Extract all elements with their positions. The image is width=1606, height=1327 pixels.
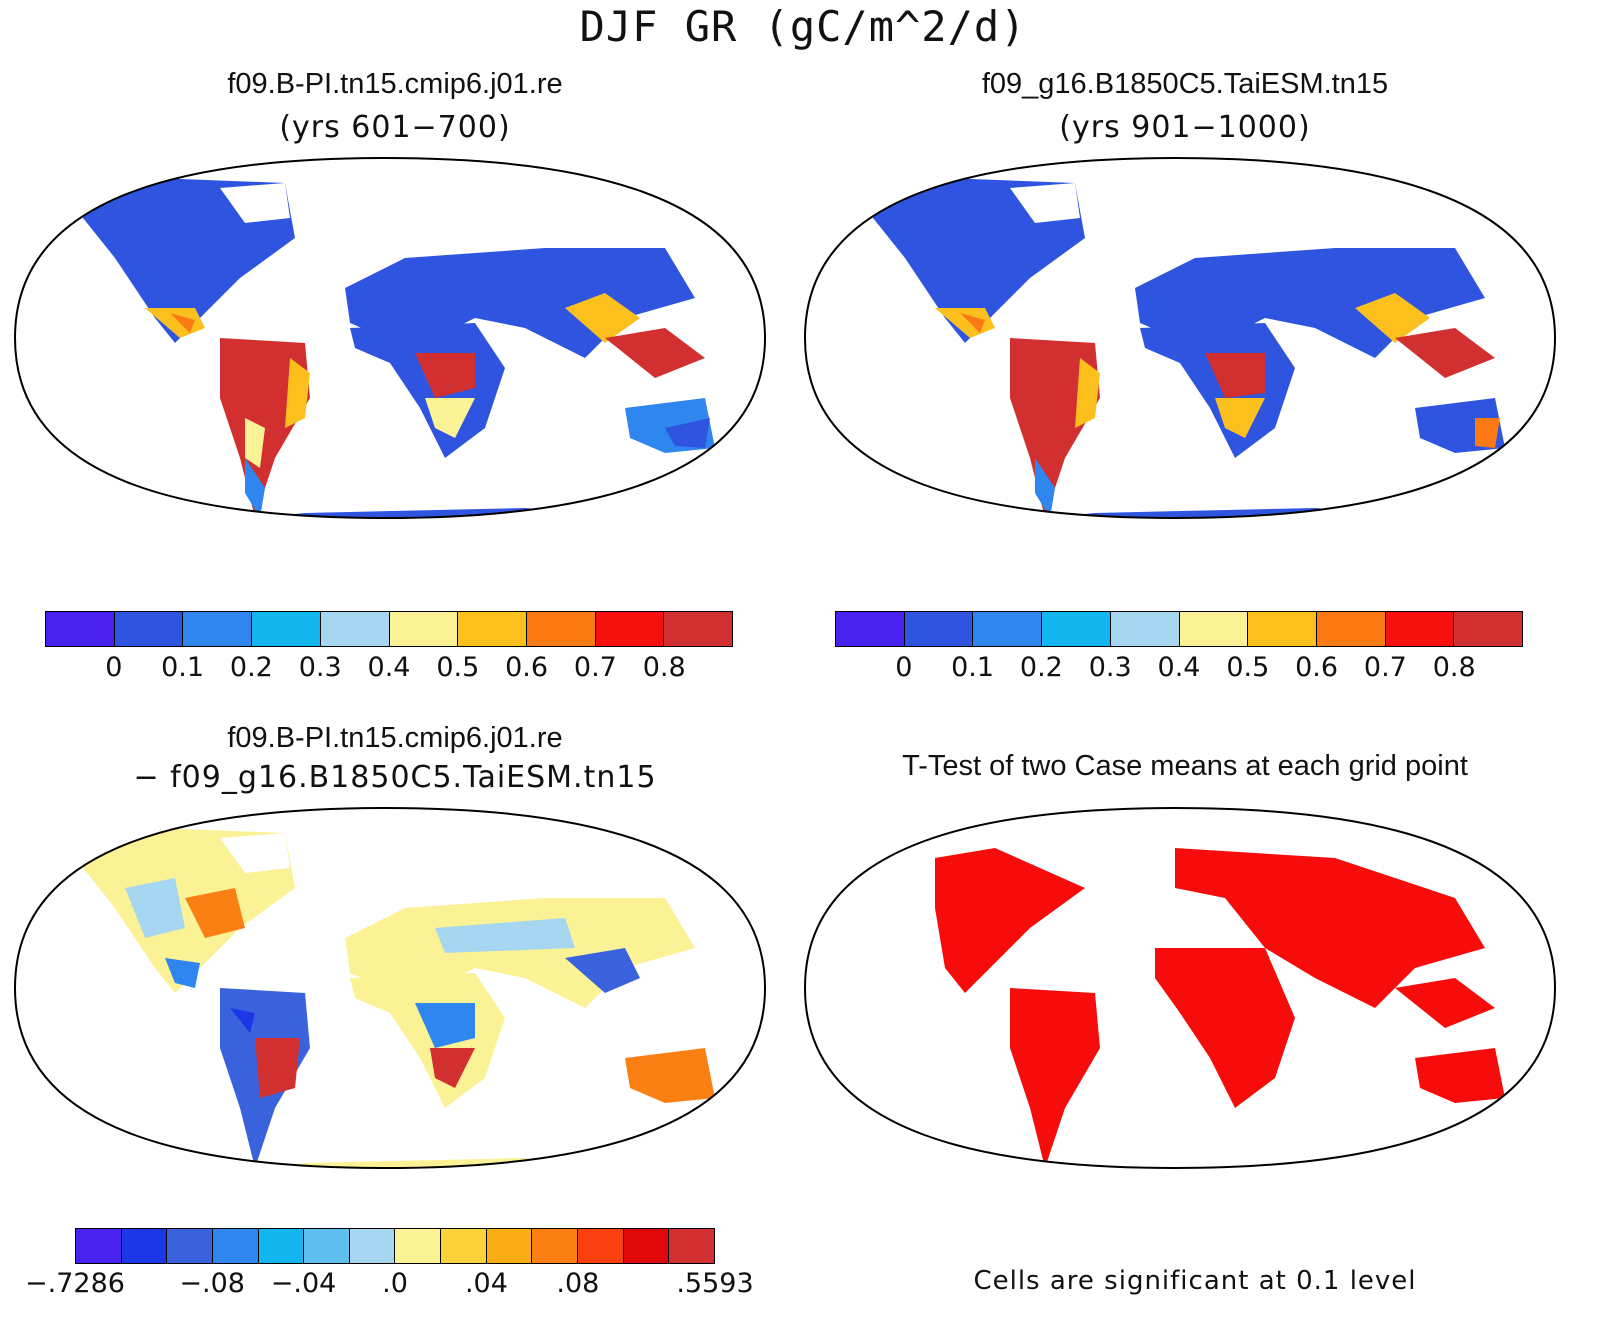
colorbar-cell bbox=[836, 612, 905, 646]
colorbar-cell bbox=[623, 1229, 670, 1263]
colorbar-tick-label: −.08 bbox=[179, 1268, 245, 1299]
colorbar-tick-label: −.04 bbox=[270, 1268, 337, 1299]
map-case2-land bbox=[865, 178, 1505, 518]
colorbar-tick-label: 0.5 bbox=[436, 652, 480, 683]
colorbar-cell bbox=[669, 1229, 714, 1263]
colorbar-cell bbox=[167, 1229, 213, 1263]
colorbar-tick-label: .5593 bbox=[676, 1268, 754, 1299]
colorbar-cell bbox=[486, 1229, 533, 1263]
colorbar-cell bbox=[121, 1229, 168, 1263]
colorbar-case1 bbox=[45, 611, 733, 647]
colorbar-diff-ticks: −.7286 −.08 −.04 .0 .04 .08 .5593 bbox=[25, 1268, 754, 1302]
colorbar-cell bbox=[1316, 612, 1386, 646]
colorbar-cell bbox=[252, 612, 321, 646]
colorbar-tick-label: 0.4 bbox=[367, 652, 411, 683]
colorbar-cell bbox=[578, 1229, 624, 1263]
colorbar-cell bbox=[1248, 612, 1317, 646]
colorbar-cell bbox=[320, 612, 390, 646]
colorbar-cell bbox=[1042, 612, 1111, 646]
colorbar-tick-label: .0 bbox=[382, 1268, 408, 1299]
colorbar-cell bbox=[526, 612, 596, 646]
colorbar-tick-label: 0.5 bbox=[1226, 652, 1270, 683]
panel-diff-title: f09.B-PI.tn15.cmip6.j01.re bbox=[227, 722, 563, 754]
colorbar-tick-label: 0 bbox=[895, 652, 913, 683]
colorbar-cell bbox=[664, 612, 733, 646]
colorbar-tick-label: .08 bbox=[556, 1268, 600, 1299]
map-ttest bbox=[803, 806, 1557, 1170]
map-case1 bbox=[13, 156, 767, 520]
colorbar-case2 bbox=[835, 611, 1523, 647]
colorbar-tick-label: 0.8 bbox=[642, 652, 686, 683]
colorbar-cell bbox=[304, 1229, 350, 1263]
ttest-note: Cells are significant at 0.1 level bbox=[973, 1266, 1417, 1296]
colorbar-cell bbox=[904, 612, 974, 646]
colorbar-cell bbox=[441, 1229, 487, 1263]
colorbar-tick-label: 0.2 bbox=[1019, 652, 1063, 683]
colorbar-tick-label: 0.3 bbox=[1088, 652, 1132, 683]
colorbar-cell bbox=[1385, 612, 1455, 646]
colorbar-tick-label: 0.3 bbox=[298, 652, 342, 683]
map-diff bbox=[13, 806, 767, 1170]
colorbar-cell bbox=[532, 1229, 579, 1263]
colorbar-cell bbox=[46, 612, 115, 646]
colorbar-tick-label: −.7286 bbox=[25, 1268, 125, 1299]
colorbar-tick-label: 0.1 bbox=[951, 652, 995, 683]
panel-case1-title: f09.B-PI.tn15.cmip6.j01.re bbox=[227, 68, 563, 100]
panel-diff-subtitle: − f09_g16.B1850C5.TaiESM.tn15 bbox=[133, 760, 657, 795]
colorbar-cell bbox=[76, 1229, 122, 1263]
colorbar-cell bbox=[1110, 612, 1180, 646]
colorbar-cell bbox=[1454, 612, 1523, 646]
map-ttest-land bbox=[935, 848, 1505, 1168]
colorbar-cell bbox=[349, 1229, 396, 1263]
colorbar-tick-label: 0.8 bbox=[1432, 652, 1476, 683]
colorbar-tick-label: 0.4 bbox=[1157, 652, 1201, 683]
colorbar-cell bbox=[183, 612, 253, 646]
colorbar-cell bbox=[389, 612, 459, 646]
colorbar-case2-ticks: 0 0.1 0.2 0.3 0.4 0.5 0.6 0.7 0.8 bbox=[835, 652, 1523, 686]
map-case1-land bbox=[75, 178, 715, 518]
colorbar-tick-label: 0.1 bbox=[161, 652, 205, 683]
colorbar-cell bbox=[1179, 612, 1249, 646]
colorbar-cell bbox=[595, 612, 665, 646]
panel-case2-title: f09_g16.B1850C5.TaiESM.tn15 bbox=[981, 68, 1389, 100]
panel-case2-subtitle: (yrs 901−1000) bbox=[1059, 110, 1311, 145]
colorbar-tick-label: 0.6 bbox=[505, 652, 549, 683]
colorbar-tick-label: 0.7 bbox=[573, 652, 617, 683]
colorbar-tick-label: 0.6 bbox=[1295, 652, 1339, 683]
map-diff-land bbox=[75, 828, 715, 1168]
colorbar-diff bbox=[75, 1228, 715, 1264]
colorbar-cell bbox=[114, 612, 184, 646]
colorbar-tick-label: .04 bbox=[464, 1268, 508, 1299]
panel-ttest-title: T-Test of two Case means at each grid po… bbox=[902, 750, 1468, 782]
colorbar-cell bbox=[973, 612, 1043, 646]
panel-case1-subtitle: (yrs 601−700) bbox=[279, 110, 511, 145]
colorbar-cell bbox=[258, 1229, 305, 1263]
figure-title: DJF GR (gC/m^2/d) bbox=[579, 2, 1027, 51]
colorbar-tick-label: 0.7 bbox=[1363, 652, 1407, 683]
colorbar-tick-label: 0 bbox=[105, 652, 123, 683]
colorbar-cell bbox=[458, 612, 527, 646]
colorbar-cell bbox=[395, 1229, 442, 1263]
colorbar-cell bbox=[212, 1229, 259, 1263]
colorbar-tick-label: 0.2 bbox=[229, 652, 273, 683]
map-case2 bbox=[803, 156, 1557, 520]
colorbar-case1-ticks: 0 0.1 0.2 0.3 0.4 0.5 0.6 0.7 0.8 bbox=[45, 652, 733, 686]
